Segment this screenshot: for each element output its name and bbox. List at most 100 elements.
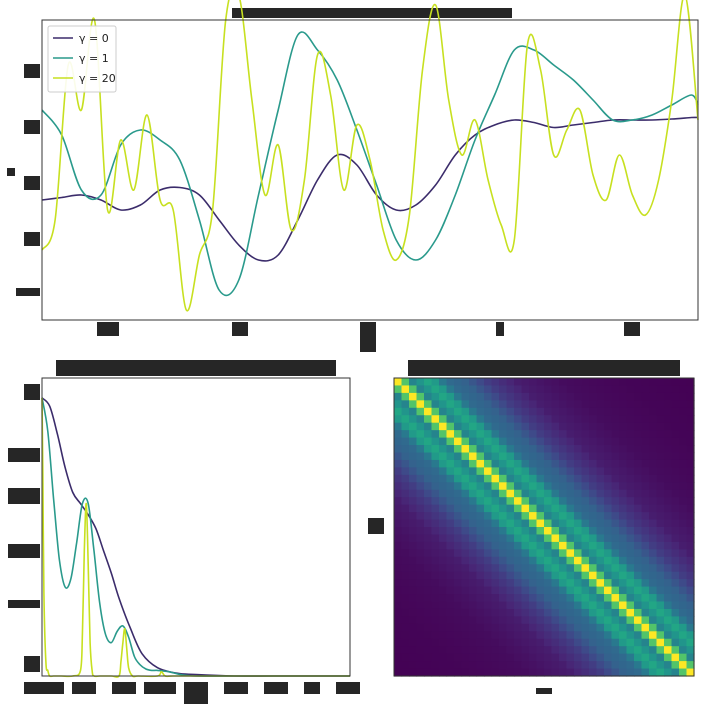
heatmap-cell	[649, 519, 658, 528]
heatmap-cell	[671, 579, 680, 588]
heatmap-cell	[596, 452, 605, 461]
heatmap-cell	[491, 430, 500, 439]
heatmap-cell	[604, 601, 613, 610]
heatmap-cell	[641, 407, 650, 416]
heatmap-cell	[604, 392, 613, 401]
heatmap-cell	[521, 564, 530, 573]
heatmap-cell	[581, 549, 590, 558]
heatmap-cell	[506, 407, 515, 416]
heatmap-cell	[664, 661, 673, 670]
heatmap-cell	[626, 482, 635, 491]
heatmap-cell	[424, 482, 433, 491]
heatmap-cell	[641, 504, 650, 513]
heatmap-cell	[461, 489, 470, 498]
heatmap-cell	[394, 527, 403, 536]
heatmap-cell	[656, 638, 665, 647]
heatmap-cell	[491, 467, 500, 476]
heatmap-cell	[664, 482, 673, 491]
top-xtick-block	[496, 322, 504, 336]
heatmap-cell	[581, 638, 590, 647]
heatmap-cell	[604, 653, 613, 662]
heatmap-cell	[491, 623, 500, 632]
heatmap-cell	[566, 400, 575, 409]
heatmap-cell	[619, 467, 628, 476]
heatmap-cell	[484, 556, 493, 565]
heatmap-cell	[626, 608, 635, 617]
heatmap-cell	[529, 638, 538, 647]
heatmap-cell	[409, 504, 418, 513]
heatmap-cell	[491, 638, 500, 647]
heatmap-cell	[416, 407, 425, 416]
heatmap-cell	[424, 407, 433, 416]
heatmap-cell	[431, 392, 440, 401]
heatmap-cell	[469, 497, 478, 506]
covariance-panel	[393, 377, 695, 677]
heatmap-cell	[469, 512, 478, 521]
heatmap-cell	[664, 668, 673, 677]
heatmap-cell	[596, 527, 605, 536]
heatmap-cell	[619, 430, 628, 439]
heatmap-cell	[581, 631, 590, 640]
heatmap-cell	[619, 422, 628, 431]
heatmap-cell	[394, 623, 403, 632]
heatmap-cell	[596, 646, 605, 655]
heatmap-cell	[514, 415, 523, 424]
heatmap-cell	[439, 378, 448, 387]
heatmap-cell	[551, 378, 560, 387]
heatmap-cell	[431, 407, 440, 416]
heatmap-cell	[521, 415, 530, 424]
heatmap-cell	[446, 497, 455, 506]
samples-series-line-2	[41, 0, 699, 312]
heatmap-cell	[679, 489, 688, 498]
heatmap-cell	[431, 541, 440, 550]
heatmap-cell	[409, 541, 418, 550]
heatmap-cell	[581, 392, 590, 401]
heatmap-cell	[439, 437, 448, 446]
heatmap-cell	[394, 385, 403, 394]
heatmap-cell	[491, 422, 500, 431]
heatmap-cell	[589, 631, 598, 640]
heatmap-cell	[446, 519, 455, 528]
top-xtick-block	[624, 322, 640, 336]
heatmap-cell	[469, 474, 478, 483]
heatmap-cell	[634, 646, 643, 655]
heatmap-cell	[521, 571, 530, 580]
heatmap-cell	[551, 489, 560, 498]
heatmap-cell	[589, 400, 598, 409]
heatmap-cell	[604, 661, 613, 670]
heatmap-cell	[596, 467, 605, 476]
heatmap-cell	[551, 437, 560, 446]
heatmap-cell	[469, 422, 478, 431]
heatmap-cell	[409, 459, 418, 468]
heatmap-cell	[491, 534, 500, 543]
heatmap-cell	[431, 504, 440, 513]
heatmap-cell	[551, 452, 560, 461]
heatmap-cell	[454, 623, 463, 632]
heatmap-cell	[544, 646, 553, 655]
heatmap-cell	[604, 541, 613, 550]
heatmap-cell	[521, 623, 530, 632]
heatmap-cell	[596, 556, 605, 565]
heatmap-cell	[394, 452, 403, 461]
heatmap-cell	[559, 385, 568, 394]
heatmap-cell	[461, 638, 470, 647]
heatmap-cell	[439, 519, 448, 528]
heatmap-cell	[581, 400, 590, 409]
heatmap-cell	[484, 608, 493, 617]
heatmap-cell	[484, 549, 493, 558]
heatmap-cell	[424, 430, 433, 439]
heatmap-cell	[634, 608, 643, 617]
heatmap-cell	[626, 594, 635, 603]
heatmap-cell	[424, 392, 433, 401]
heatmap-cell	[619, 482, 628, 491]
heatmap-cell	[671, 445, 680, 454]
heatmap-cell	[581, 608, 590, 617]
heatmap-cell	[596, 437, 605, 446]
heatmap-cell	[521, 527, 530, 536]
heatmap-cell	[401, 504, 410, 513]
heatmap-cell	[401, 646, 410, 655]
heatmap-cell	[589, 445, 598, 454]
heatmap-cell	[664, 437, 673, 446]
heatmap-cell	[581, 586, 590, 595]
heatmap-cell	[551, 571, 560, 580]
